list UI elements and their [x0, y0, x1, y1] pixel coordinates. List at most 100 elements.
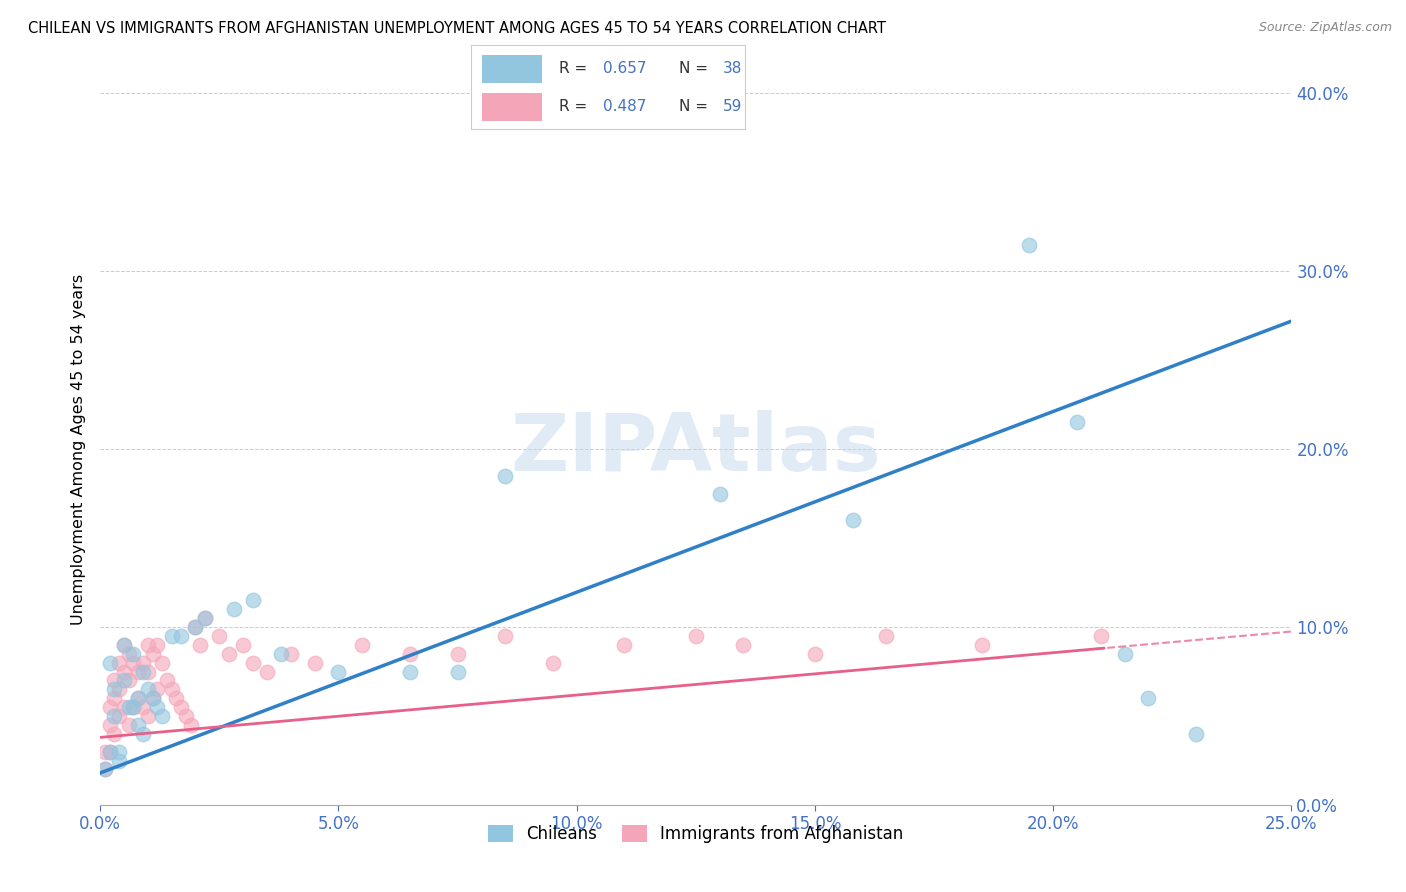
Point [709, 486, 731, 500]
Point [127, 691, 149, 706]
Point [108, 754, 131, 768]
Point [399, 647, 422, 661]
Point [685, 629, 707, 643]
Point [160, 629, 183, 643]
Point [399, 665, 422, 679]
Point [242, 593, 264, 607]
Point [194, 611, 217, 625]
Point [127, 718, 149, 732]
Point [146, 700, 169, 714]
Point [242, 656, 264, 670]
Text: N =: N = [679, 62, 713, 76]
Point [141, 647, 163, 661]
Point [98, 745, 121, 759]
Point [232, 638, 254, 652]
Point [218, 647, 240, 661]
Point [136, 682, 159, 697]
Point [103, 691, 125, 706]
Point [733, 638, 755, 652]
Text: ZIPAtlas: ZIPAtlas [510, 410, 882, 488]
Point [184, 620, 207, 634]
Text: R =: R = [558, 99, 592, 114]
Point [103, 673, 125, 688]
Point [541, 656, 564, 670]
Point [1137, 691, 1160, 706]
Point [328, 665, 350, 679]
Point [136, 709, 159, 723]
Point [446, 647, 468, 661]
Point [122, 647, 145, 661]
Point [184, 620, 207, 634]
Point [112, 638, 135, 652]
Point [94, 745, 117, 759]
Point [98, 656, 121, 670]
Text: R =: R = [558, 62, 592, 76]
Point [98, 718, 121, 732]
Text: CHILEAN VS IMMIGRANTS FROM AFGHANISTAN UNEMPLOYMENT AMONG AGES 45 TO 54 YEARS CO: CHILEAN VS IMMIGRANTS FROM AFGHANISTAN U… [28, 21, 886, 36]
Point [94, 763, 117, 777]
Point [174, 709, 197, 723]
Point [222, 602, 245, 616]
Point [103, 709, 125, 723]
Point [875, 629, 897, 643]
Text: 0.657: 0.657 [603, 62, 647, 76]
Point [132, 700, 155, 714]
Point [165, 691, 187, 706]
Point [188, 638, 211, 652]
Point [170, 700, 193, 714]
Point [446, 665, 468, 679]
Point [1018, 237, 1040, 252]
Point [150, 709, 173, 723]
Point [150, 656, 173, 670]
Point [160, 682, 183, 697]
Point [304, 656, 326, 670]
Point [208, 629, 231, 643]
Text: 38: 38 [723, 62, 742, 76]
Point [108, 709, 131, 723]
Point [270, 647, 292, 661]
Point [98, 745, 121, 759]
Text: 0.487: 0.487 [603, 99, 645, 114]
Point [112, 638, 135, 652]
Point [141, 691, 163, 706]
Point [118, 718, 141, 732]
Point [141, 691, 163, 706]
Point [103, 682, 125, 697]
Point [1114, 647, 1136, 661]
Point [108, 745, 131, 759]
Point [136, 665, 159, 679]
Point [118, 673, 141, 688]
Point [1090, 629, 1112, 643]
Text: 59: 59 [723, 99, 742, 114]
Point [103, 727, 125, 741]
Point [108, 682, 131, 697]
Point [194, 611, 217, 625]
Point [1066, 416, 1088, 430]
Point [132, 656, 155, 670]
Point [127, 691, 149, 706]
Point [970, 638, 993, 652]
Point [494, 468, 516, 483]
Point [156, 673, 179, 688]
Point [118, 647, 141, 661]
Text: Source: ZipAtlas.com: Source: ZipAtlas.com [1258, 21, 1392, 34]
Point [136, 638, 159, 652]
Point [127, 665, 149, 679]
Point [842, 513, 865, 527]
Legend: Chileans, Immigrants from Afghanistan: Chileans, Immigrants from Afghanistan [488, 825, 904, 843]
Point [122, 700, 145, 714]
Point [146, 682, 169, 697]
Point [108, 656, 131, 670]
Point [280, 647, 302, 661]
Point [613, 638, 636, 652]
Point [122, 700, 145, 714]
Bar [482, 54, 543, 83]
Bar [482, 93, 543, 120]
Point [180, 718, 202, 732]
Point [256, 665, 278, 679]
Point [804, 647, 827, 661]
Point [94, 763, 117, 777]
Point [352, 638, 374, 652]
Y-axis label: Unemployment Among Ages 45 to 54 years: Unemployment Among Ages 45 to 54 years [72, 274, 86, 624]
Point [118, 700, 141, 714]
